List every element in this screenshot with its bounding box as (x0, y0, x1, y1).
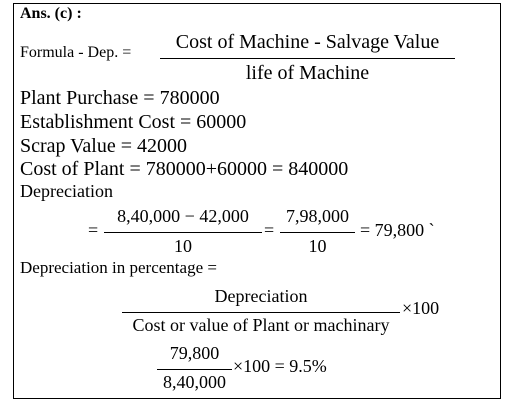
denominator: 10 (174, 236, 192, 256)
fraction-line (104, 232, 262, 233)
formula-label: Formula - Dep. = (20, 44, 132, 61)
denominator: Cost or value of Plant or machinary (132, 315, 390, 335)
percentage-label: Depreciation in percentage = (20, 258, 217, 277)
line: Scrap Value = 42000 (20, 135, 187, 157)
result: = 79,800 ` (360, 220, 435, 240)
fraction-line (122, 312, 400, 313)
fraction-line (280, 232, 355, 233)
formula-numerator: Cost of Machine - Salvage Value (175, 31, 440, 53)
line: Establishment Cost = 60000 (20, 111, 247, 133)
title: Ans. (c) : (20, 5, 82, 22)
line: Cost of Plant = 780000+60000 = 840000 (20, 158, 349, 180)
depreciation-label: Depreciation (20, 181, 113, 201)
fraction-line (157, 369, 232, 370)
equals: = (88, 220, 99, 240)
formula-denominator: life of Machine (245, 62, 370, 84)
numerator: 8,40,000 − 42,000 (117, 206, 249, 226)
equals: = (264, 220, 275, 240)
denominator: 10 (308, 236, 327, 256)
numerator: 79,800 (169, 343, 220, 363)
multiplier: ×100 (402, 298, 440, 318)
answer-box (13, 3, 501, 399)
fraction-line (160, 58, 455, 59)
line: Plant Purchase = 780000 (20, 87, 220, 109)
numerator: 7,98,000 (286, 206, 349, 226)
denominator: 8,40,000 (163, 372, 226, 392)
numerator: Depreciation (214, 286, 308, 306)
result: ×100 = 9.5% (233, 356, 327, 376)
